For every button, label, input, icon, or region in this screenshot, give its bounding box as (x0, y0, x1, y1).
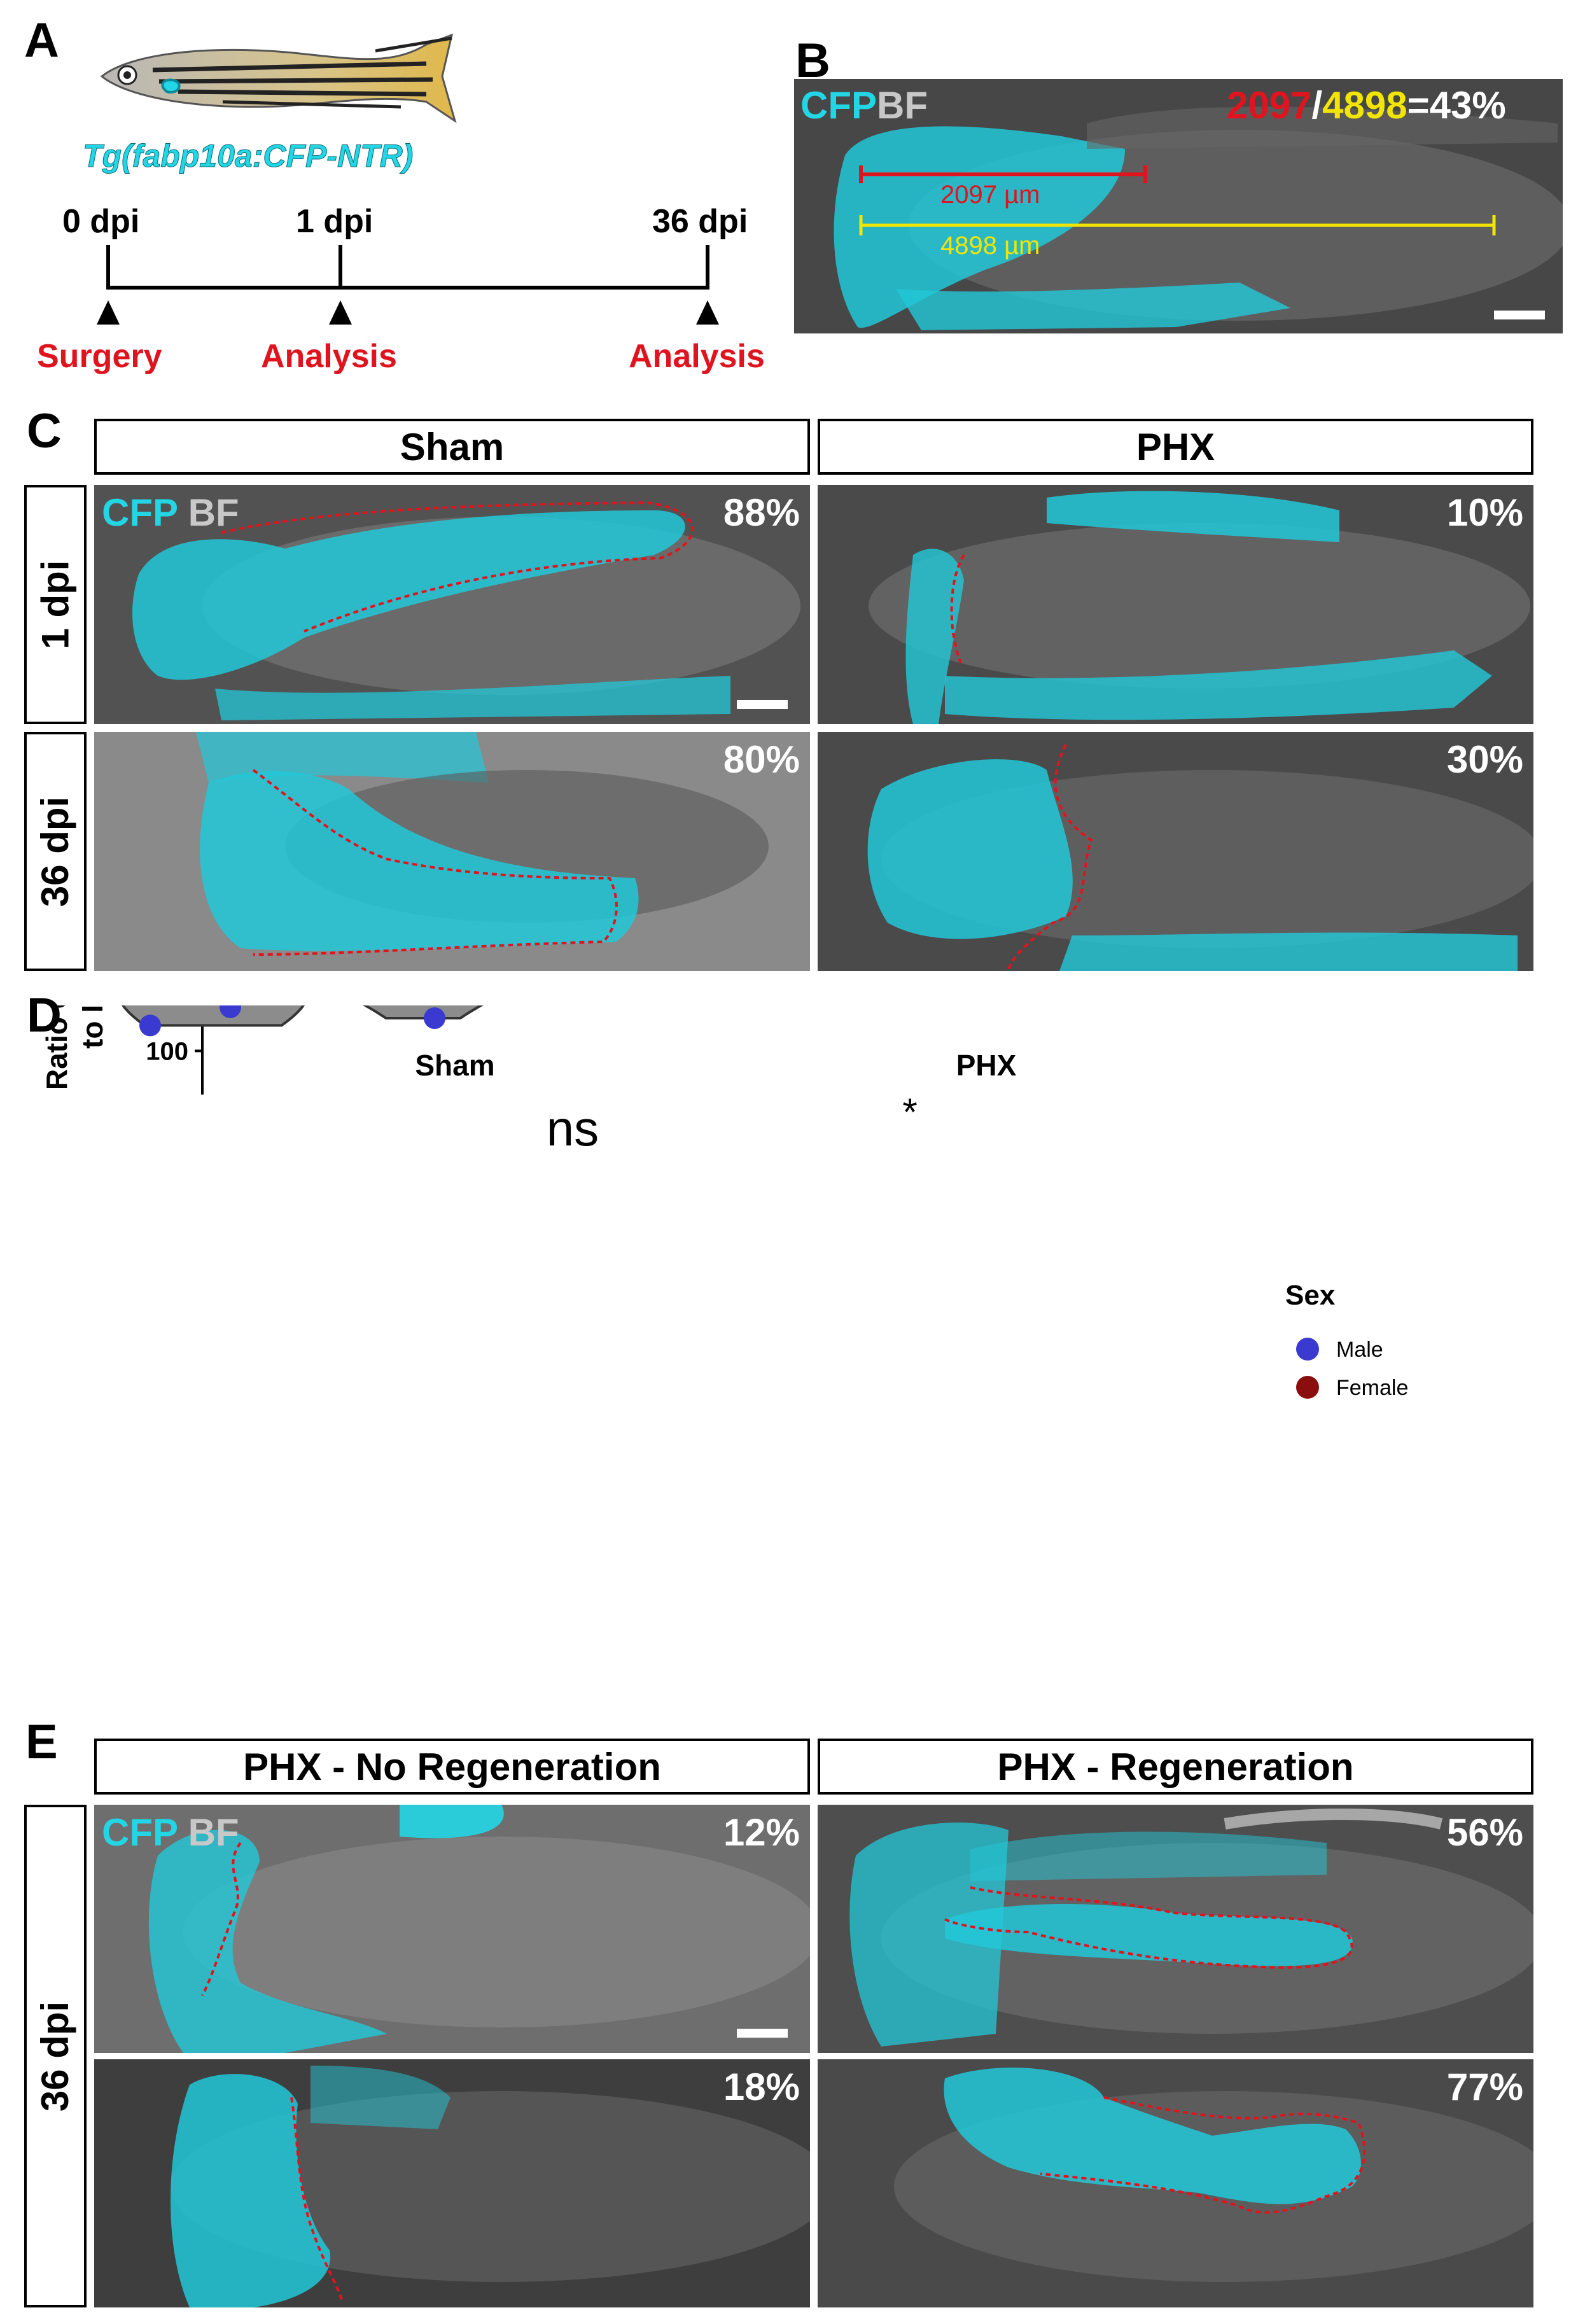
data-point-male (220, 1005, 241, 1018)
violin-sham-36dpi (363, 1005, 484, 1019)
e-pct-r-top: 56% (1446, 1811, 1523, 1854)
facet-title-phx: PHX (956, 1049, 1017, 1082)
zebrafish-icon (100, 33, 457, 123)
significance-phx: * (902, 1091, 917, 1133)
c-image-phx-36dpi: 30% (818, 732, 1533, 971)
e-bf-label: BF (188, 1811, 239, 1854)
e-image-regen-bottom: 77% (818, 2059, 1533, 2307)
e-scale-bar (737, 2029, 788, 2038)
timeline-event-2: Analysis (629, 338, 765, 375)
c-image-sham-36dpi: 80% (94, 732, 810, 971)
c-pct-sham-1dpi: 88% (723, 491, 800, 534)
c-row-1dpi-label: 1 dpi (34, 559, 77, 650)
panel-b-image: CFPBF 2097/4898=43% 2097 µm 4898 µm (794, 79, 1563, 333)
e-cfp-label: CFP (102, 1811, 178, 1854)
c-scale-bar (737, 700, 788, 709)
e-row-36dpi-label: 36 dpi (34, 2001, 77, 2111)
panel-a-letter: A (24, 13, 59, 67)
timeline-label-2: 36 dpi (652, 203, 748, 240)
e-header-regen: PHX - Regeneration (818, 1739, 1533, 1795)
timeline-label-1: 1 dpi (296, 203, 374, 240)
c-pct-sham-36dpi: 80% (723, 738, 800, 781)
e-image-no-regen-top: CFP BF 12% (94, 1805, 810, 2053)
transgene-label: Tg(fabp10a:CFP-NTR) (82, 138, 414, 174)
timeline-event-0: Surgery (37, 338, 162, 375)
b-scale-bar (1494, 311, 1545, 319)
b-cfp-label: CFP (800, 84, 877, 127)
e-image-no-regen-bottom: 18% (94, 2059, 810, 2307)
timeline-label-0: 0 dpi (62, 203, 140, 240)
y-axis-label: Ratio of Ventral Lobe Lengthto Intestine… (40, 1005, 109, 1090)
c-header-sham: Sham (94, 419, 810, 475)
timeline-event-1: Analysis (261, 338, 397, 375)
panel-d-letter: D (27, 988, 62, 1042)
panel-e-letter: E (25, 1715, 58, 1769)
e-pct-nr-bottom: 18% (723, 2066, 800, 2108)
timeline-axis (97, 245, 719, 325)
c-header-phx: PHX (818, 419, 1533, 475)
e-pct-nr-top: 12% (723, 1811, 800, 1854)
legend-swatch-female (1296, 1376, 1319, 1399)
c-bf-label: BF (188, 491, 239, 534)
b-ratio-slash: / (1311, 84, 1323, 127)
b-ratio-intestine: 4898 (1322, 84, 1407, 127)
b-ventral-measure: 2097 µm (940, 181, 1040, 209)
e-header-no-regen: PHX - No Regeneration (94, 1739, 810, 1795)
b-ratio-equals: =43% (1407, 84, 1506, 127)
c-row-36dpi-label: 36 dpi (34, 796, 77, 907)
violin-chart: 0255075100Ratio of Ventral Lobe Lengthto… (40, 1005, 1408, 1400)
b-ratio-ventral: 2097 (1227, 84, 1312, 127)
facet-title-sham: Sham (415, 1049, 494, 1082)
c-cfp-label: CFP (102, 491, 178, 534)
e-pct-r-bottom: 77% (1446, 2066, 1523, 2108)
b-bf-label: BF (877, 84, 928, 127)
panel-b-letter: B (795, 34, 830, 88)
legend-label-male: Male (1336, 1338, 1383, 1362)
data-point-male (424, 1007, 445, 1029)
data-point-male (139, 1014, 161, 1037)
e-row-36dpi: 36 dpi (24, 1805, 87, 2307)
legend-title: Sex (1285, 1280, 1336, 1311)
legend-swatch-male (1296, 1338, 1319, 1361)
significance-sham: ns (547, 1100, 599, 1156)
c-row-1dpi: 1 dpi (24, 485, 87, 724)
c-pct-phx-1dpi: 10% (1446, 491, 1523, 534)
c-pct-phx-36dpi: 30% (1446, 738, 1523, 781)
panel-c-letter: C (27, 404, 62, 458)
b-ratio: 2097/4898=43% (1227, 87, 1506, 125)
y-tick-label: 100 (146, 1037, 188, 1065)
c-image-sham-1dpi: CFP BF 88% (94, 485, 810, 724)
b-intestine-measure: 4898 µm (940, 232, 1040, 260)
c-image-phx-1dpi: 10% (818, 485, 1533, 724)
legend-label-female: Female (1336, 1376, 1408, 1400)
e-image-regen-top: 56% (818, 1805, 1533, 2053)
c-row-36dpi: 36 dpi (24, 732, 87, 971)
